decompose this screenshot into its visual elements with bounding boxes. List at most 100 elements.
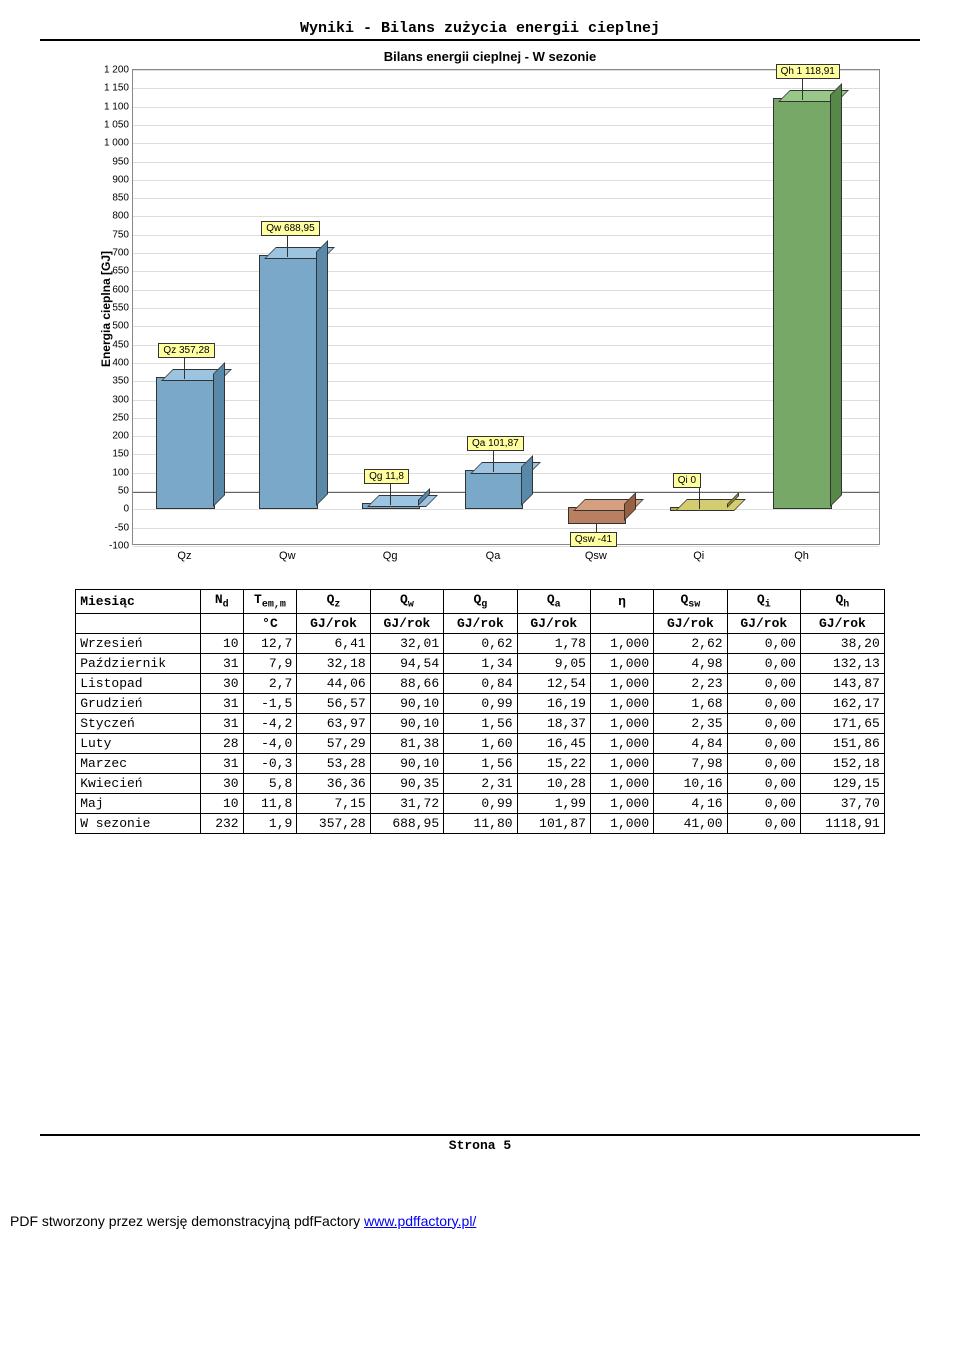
table-cell: 31,72 bbox=[370, 793, 443, 813]
table-cell: Grudzień bbox=[76, 693, 201, 713]
table-cell: 88,66 bbox=[370, 673, 443, 693]
table-cell: 1,60 bbox=[444, 733, 517, 753]
table-cell: 90,10 bbox=[370, 693, 443, 713]
y-tick: 300 bbox=[93, 394, 129, 405]
table-header-cell: Qsw bbox=[654, 590, 727, 614]
table-cell: 2,31 bbox=[444, 773, 517, 793]
y-tick: 400 bbox=[93, 357, 129, 368]
table-header-cell: Qi bbox=[727, 590, 800, 614]
table-cell: 7,98 bbox=[654, 753, 727, 773]
table-header-cell: η bbox=[590, 590, 653, 614]
bar-callout: Qh 1 118,91 bbox=[776, 64, 840, 79]
table-cell: 10,28 bbox=[517, 773, 590, 793]
table-header-cell: Qh bbox=[801, 590, 885, 614]
table-cell: 18,37 bbox=[517, 713, 590, 733]
table-header-row: MiesiącNdTem,mQzQwQgQaηQswQiQh bbox=[76, 590, 885, 614]
y-tick: -50 bbox=[93, 522, 129, 533]
table-cell: 357,28 bbox=[297, 813, 370, 833]
y-tick: 850 bbox=[93, 193, 129, 204]
table-cell: 1,68 bbox=[654, 693, 727, 713]
table-cell: 81,38 bbox=[370, 733, 443, 753]
bar-callout: Qsw -41 bbox=[570, 532, 617, 547]
table-unit-cell: GJ/rok bbox=[801, 613, 885, 633]
table-cell: 16,19 bbox=[517, 693, 590, 713]
table-cell: 7,9 bbox=[243, 653, 297, 673]
chart-title: Bilans energii cieplnej - W sezonie bbox=[90, 49, 890, 64]
x-tick: Qg bbox=[383, 550, 398, 562]
table-unit-cell: GJ/rok bbox=[444, 613, 517, 633]
table-cell: 12,7 bbox=[243, 633, 297, 653]
table-unit-cell bbox=[590, 613, 653, 633]
y-tick: 0 bbox=[93, 504, 129, 515]
table-cell: 1,99 bbox=[517, 793, 590, 813]
chart-bar bbox=[156, 379, 213, 510]
table-cell: 0,00 bbox=[727, 793, 800, 813]
table-cell: 2,62 bbox=[654, 633, 727, 653]
table-cell: Wrzesień bbox=[76, 633, 201, 653]
table-cell: Marzec bbox=[76, 753, 201, 773]
chart-plot-area: -100-50050100150200250300350400450500550… bbox=[132, 69, 880, 545]
table-cell: 7,15 bbox=[297, 793, 370, 813]
table-cell: 162,17 bbox=[801, 693, 885, 713]
table-cell: 11,80 bbox=[444, 813, 517, 833]
table-cell: 90,10 bbox=[370, 713, 443, 733]
table-row: Luty28-4,057,2981,381,6016,451,0004,840,… bbox=[76, 733, 885, 753]
y-tick: 1 000 bbox=[93, 138, 129, 149]
table-cell: 15,22 bbox=[517, 753, 590, 773]
table-cell: 53,28 bbox=[297, 753, 370, 773]
y-tick: 450 bbox=[93, 339, 129, 350]
table-cell: Listopad bbox=[76, 673, 201, 693]
table-cell: 1,000 bbox=[590, 653, 653, 673]
x-tick: Qz bbox=[177, 550, 191, 562]
table-unit-cell: GJ/rok bbox=[654, 613, 727, 633]
chart-bar bbox=[773, 100, 830, 510]
table-cell: -4,0 bbox=[243, 733, 297, 753]
table-unit-cell: GJ/rok bbox=[517, 613, 590, 633]
table-cell: 38,20 bbox=[801, 633, 885, 653]
y-tick: 1 200 bbox=[93, 65, 129, 76]
table-cell: 44,06 bbox=[297, 673, 370, 693]
table-cell: 1,34 bbox=[444, 653, 517, 673]
y-tick: 800 bbox=[93, 211, 129, 222]
y-tick: 550 bbox=[93, 303, 129, 314]
table-unit-cell: GJ/rok bbox=[297, 613, 370, 633]
table-cell: 1,56 bbox=[444, 713, 517, 733]
table-cell: 0,00 bbox=[727, 653, 800, 673]
table-cell: 1,56 bbox=[444, 753, 517, 773]
table-cell: 31 bbox=[200, 693, 243, 713]
table-cell: 1,000 bbox=[590, 753, 653, 773]
table-unit-cell bbox=[76, 613, 201, 633]
y-tick: 250 bbox=[93, 412, 129, 423]
bar-callout: Qi 0 bbox=[673, 473, 701, 488]
table-cell: -1,5 bbox=[243, 693, 297, 713]
table-cell: Maj bbox=[76, 793, 201, 813]
table-cell: 36,36 bbox=[297, 773, 370, 793]
table-cell: 2,23 bbox=[654, 673, 727, 693]
page-number: Strona 5 bbox=[40, 1134, 920, 1153]
bar-callout: Qg 11,8 bbox=[364, 469, 409, 484]
y-tick: 1 050 bbox=[93, 119, 129, 130]
table-cell: 11,8 bbox=[243, 793, 297, 813]
table-cell: 0,00 bbox=[727, 633, 800, 653]
table-header-cell: Qz bbox=[297, 590, 370, 614]
table-cell: 101,87 bbox=[517, 813, 590, 833]
x-tick: Qsw bbox=[585, 550, 607, 562]
table-cell: 0,00 bbox=[727, 693, 800, 713]
table-cell: 1,000 bbox=[590, 693, 653, 713]
table-cell: 0,99 bbox=[444, 793, 517, 813]
table-row: Marzec31-0,353,2890,101,5615,221,0007,98… bbox=[76, 753, 885, 773]
table-header-cell: Qa bbox=[517, 590, 590, 614]
table-cell: 28 bbox=[200, 733, 243, 753]
table-cell: 5,8 bbox=[243, 773, 297, 793]
table-unit-cell bbox=[200, 613, 243, 633]
table-cell: 31 bbox=[200, 713, 243, 733]
y-tick: 50 bbox=[93, 486, 129, 497]
table-cell: 94,54 bbox=[370, 653, 443, 673]
y-tick: 350 bbox=[93, 376, 129, 387]
footer-link[interactable]: www.pdffactory.pl/ bbox=[364, 1213, 476, 1229]
table-cell: 1118,91 bbox=[801, 813, 885, 833]
table-header-cell: Nd bbox=[200, 590, 243, 614]
table-row: Październik317,932,1894,541,349,051,0004… bbox=[76, 653, 885, 673]
y-tick: 1 150 bbox=[93, 83, 129, 94]
table-cell: 16,45 bbox=[517, 733, 590, 753]
